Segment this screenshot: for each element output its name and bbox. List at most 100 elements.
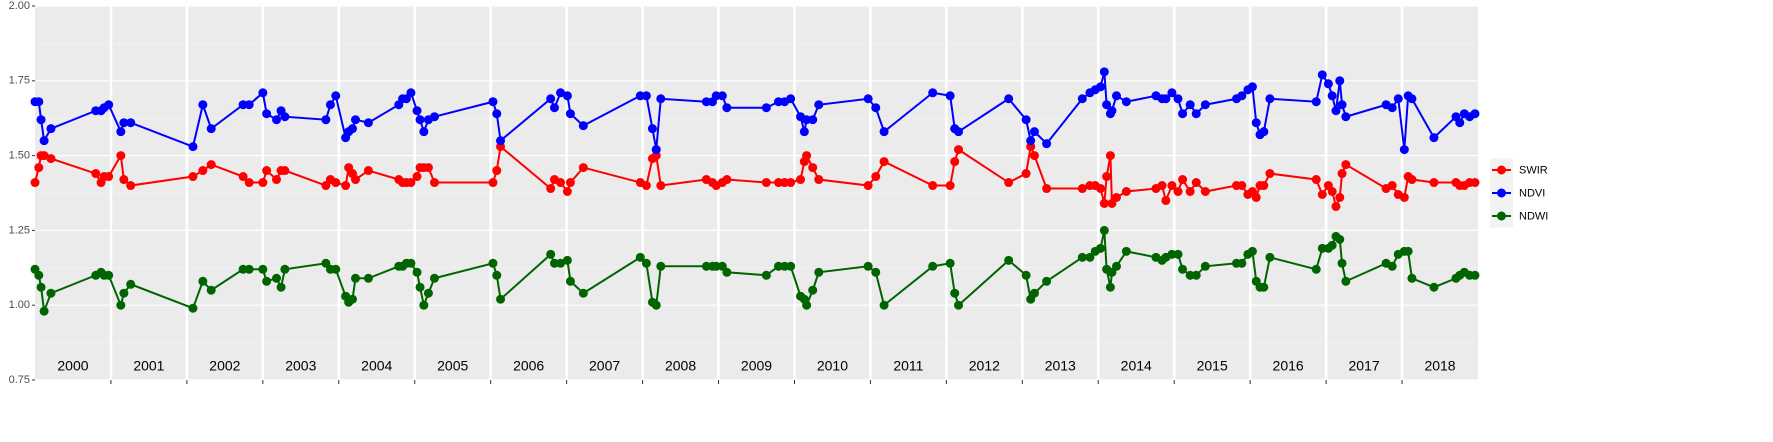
year-label: 2000: [57, 358, 88, 374]
point: [1331, 106, 1341, 116]
point: [1237, 91, 1247, 101]
point: [272, 175, 282, 185]
point: [1251, 192, 1261, 202]
year-label: 2014: [1121, 358, 1152, 374]
point: [761, 103, 771, 113]
point: [341, 181, 351, 191]
point: [1111, 261, 1121, 271]
point: [1029, 151, 1039, 161]
point: [1099, 198, 1109, 208]
point: [546, 94, 556, 104]
point: [331, 91, 341, 101]
point: [641, 258, 651, 268]
point: [871, 103, 881, 113]
point: [488, 258, 498, 268]
point: [1311, 264, 1321, 274]
point: [1407, 273, 1417, 283]
point: [1077, 94, 1087, 104]
year-label: 2013: [1045, 358, 1076, 374]
point: [1004, 255, 1014, 265]
point: [814, 267, 824, 277]
point: [1265, 94, 1275, 104]
point: [363, 166, 373, 176]
point: [1200, 100, 1210, 110]
y-tick-label: 1.25: [9, 224, 30, 236]
point: [863, 261, 873, 271]
point: [635, 252, 645, 262]
point: [1004, 178, 1014, 188]
point: [206, 285, 216, 295]
point: [116, 127, 126, 137]
point: [429, 178, 439, 188]
point: [34, 270, 44, 280]
legend-label: SWIR: [1519, 164, 1548, 176]
point: [423, 163, 433, 173]
point: [802, 300, 812, 310]
point: [808, 285, 818, 295]
point: [419, 127, 429, 137]
point: [415, 115, 425, 125]
point: [651, 300, 661, 310]
point: [350, 115, 360, 125]
point: [244, 100, 254, 110]
year-label: 2010: [817, 358, 848, 374]
legend-dot: [1497, 188, 1506, 198]
point: [1341, 112, 1351, 122]
point: [1337, 169, 1347, 179]
point: [347, 124, 357, 134]
point: [641, 91, 651, 101]
point: [1337, 100, 1347, 110]
point: [1327, 91, 1337, 101]
point: [1042, 184, 1052, 194]
point: [1021, 169, 1031, 179]
point: [1317, 189, 1327, 199]
point: [556, 178, 566, 188]
point: [126, 279, 136, 289]
point: [1099, 67, 1109, 77]
point: [406, 178, 416, 188]
point: [206, 160, 216, 170]
point: [722, 103, 732, 113]
point: [39, 151, 49, 161]
point: [34, 163, 44, 173]
point: [1121, 97, 1131, 107]
year-label: 2007: [589, 358, 620, 374]
point: [1178, 264, 1188, 274]
point: [562, 91, 572, 101]
point: [1121, 187, 1131, 197]
point: [262, 109, 272, 119]
point: [34, 97, 44, 107]
point: [1185, 187, 1195, 197]
point: [761, 178, 771, 188]
point: [879, 157, 889, 167]
point: [1341, 276, 1351, 286]
point: [656, 261, 666, 271]
point: [1167, 181, 1177, 191]
point: [556, 258, 566, 268]
point: [786, 178, 796, 188]
point: [802, 151, 812, 161]
point: [258, 264, 268, 274]
point: [1111, 192, 1121, 202]
point: [656, 181, 666, 191]
point: [1102, 100, 1112, 110]
point: [546, 184, 556, 194]
point: [1265, 252, 1275, 262]
year-label: 2009: [741, 358, 772, 374]
point: [119, 175, 129, 185]
point: [954, 300, 964, 310]
point: [188, 172, 198, 182]
point: [46, 124, 56, 134]
point: [954, 145, 964, 155]
point: [1335, 76, 1345, 86]
y-tick-label: 2.00: [9, 0, 30, 12]
point: [786, 261, 796, 271]
point: [1399, 145, 1409, 155]
point: [1327, 187, 1337, 197]
point: [206, 124, 216, 134]
point: [415, 282, 425, 292]
point: [808, 115, 818, 125]
point: [1173, 94, 1183, 104]
point: [419, 300, 429, 310]
